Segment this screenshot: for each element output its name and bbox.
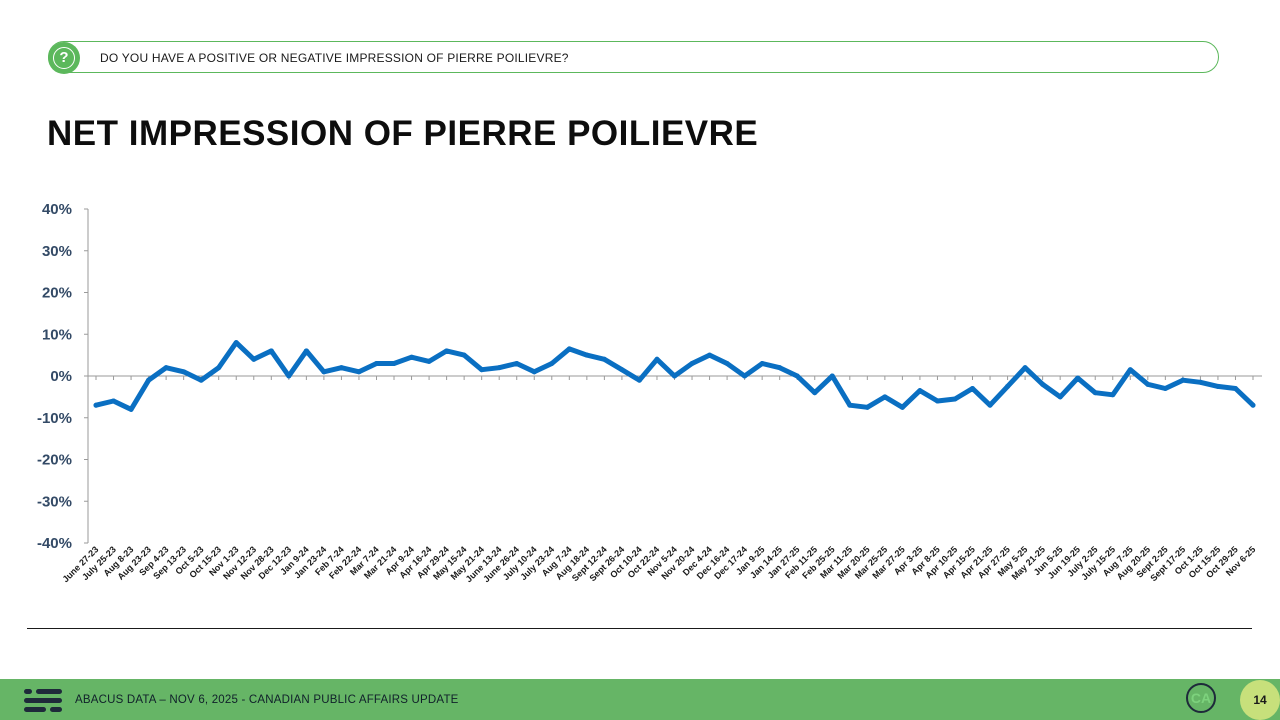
y-tick-label: -10%	[37, 410, 72, 427]
data-point	[391, 360, 397, 366]
data-point	[1075, 375, 1081, 381]
y-tick-label: 20%	[42, 285, 72, 302]
data-point	[496, 365, 502, 371]
data-point	[847, 402, 853, 408]
data-point	[303, 348, 309, 354]
data-point	[1162, 386, 1168, 392]
data-point	[128, 406, 134, 412]
data-point	[829, 373, 835, 379]
data-point	[987, 402, 993, 408]
data-point	[1197, 379, 1203, 385]
data-point	[707, 352, 713, 358]
line-chart: 40%30%20%10%0%-10%-20%-30%-40%June 27-23…	[37, 201, 1262, 584]
y-tick-label: 30%	[42, 243, 72, 260]
data-point	[146, 377, 152, 383]
question-text: DO YOU HAVE A POSITIVE OR NEGATIVE IMPRE…	[100, 51, 569, 65]
data-point	[198, 377, 204, 383]
data-point	[724, 360, 730, 366]
divider-line	[27, 628, 1252, 629]
data-point	[268, 348, 274, 354]
y-tick-label: 10%	[42, 326, 72, 343]
data-point	[1250, 402, 1256, 408]
data-point	[514, 360, 520, 366]
y-tick-label: -20%	[37, 452, 72, 469]
data-point	[426, 358, 432, 364]
data-point	[689, 360, 695, 366]
data-point	[619, 367, 625, 373]
data-point	[549, 360, 555, 366]
data-point	[461, 352, 467, 358]
page-number: 14	[1253, 693, 1267, 707]
data-point	[1092, 390, 1098, 396]
data-point	[1215, 383, 1221, 389]
data-point	[1232, 386, 1238, 392]
data-point	[1110, 392, 1116, 398]
data-point	[531, 369, 537, 375]
data-point	[899, 404, 905, 410]
y-tick-label: -40%	[37, 535, 72, 552]
ca-badge-icon: CA	[1186, 683, 1216, 713]
data-point	[1022, 365, 1028, 371]
data-point	[1127, 367, 1133, 373]
ca-badge-label: CA	[1190, 690, 1212, 706]
data-point	[636, 377, 642, 383]
data-point	[321, 369, 327, 375]
data-point	[952, 396, 958, 402]
slide-title: NET IMPRESSION OF PIERRE POILIEVRE	[47, 114, 759, 153]
data-point	[777, 365, 783, 371]
data-point	[812, 390, 818, 396]
data-point	[864, 404, 870, 410]
data-point	[111, 398, 117, 404]
question-icon: ?	[48, 42, 80, 74]
data-point	[970, 386, 976, 392]
y-tick-label: 0%	[50, 368, 72, 385]
data-point	[566, 346, 572, 352]
data-point	[759, 360, 765, 366]
data-point	[654, 356, 660, 362]
data-point	[286, 373, 292, 379]
data-point	[1040, 381, 1046, 387]
data-point	[1145, 381, 1151, 387]
data-point	[181, 369, 187, 375]
data-point	[163, 365, 169, 371]
data-point	[1180, 377, 1186, 383]
data-point	[1057, 394, 1063, 400]
y-tick-label: -30%	[37, 493, 72, 510]
data-point	[584, 352, 590, 358]
data-point	[233, 340, 239, 346]
footer-text: ABACUS DATA – NOV 6, 2025 - CANADIAN PUB…	[75, 694, 459, 706]
data-point	[672, 373, 677, 379]
data-point	[93, 402, 99, 408]
abacus-logo-icon	[24, 689, 64, 713]
page-number-badge: 14	[1240, 680, 1280, 720]
data-point	[409, 354, 415, 360]
data-point	[356, 369, 362, 375]
data-point	[601, 356, 607, 362]
footer-bar	[0, 679, 1280, 720]
question-mark-glyph: ?	[53, 47, 75, 69]
data-point	[373, 360, 379, 366]
data-point	[251, 356, 257, 362]
data-point	[917, 388, 923, 394]
data-point	[742, 373, 748, 379]
data-point	[216, 365, 222, 371]
data-point	[882, 394, 888, 400]
y-tick-label: 40%	[42, 201, 72, 218]
data-point	[479, 367, 485, 373]
data-point	[444, 348, 450, 354]
data-point	[338, 365, 344, 371]
data-point	[1005, 383, 1011, 389]
data-point	[794, 373, 800, 379]
data-point	[934, 398, 940, 404]
